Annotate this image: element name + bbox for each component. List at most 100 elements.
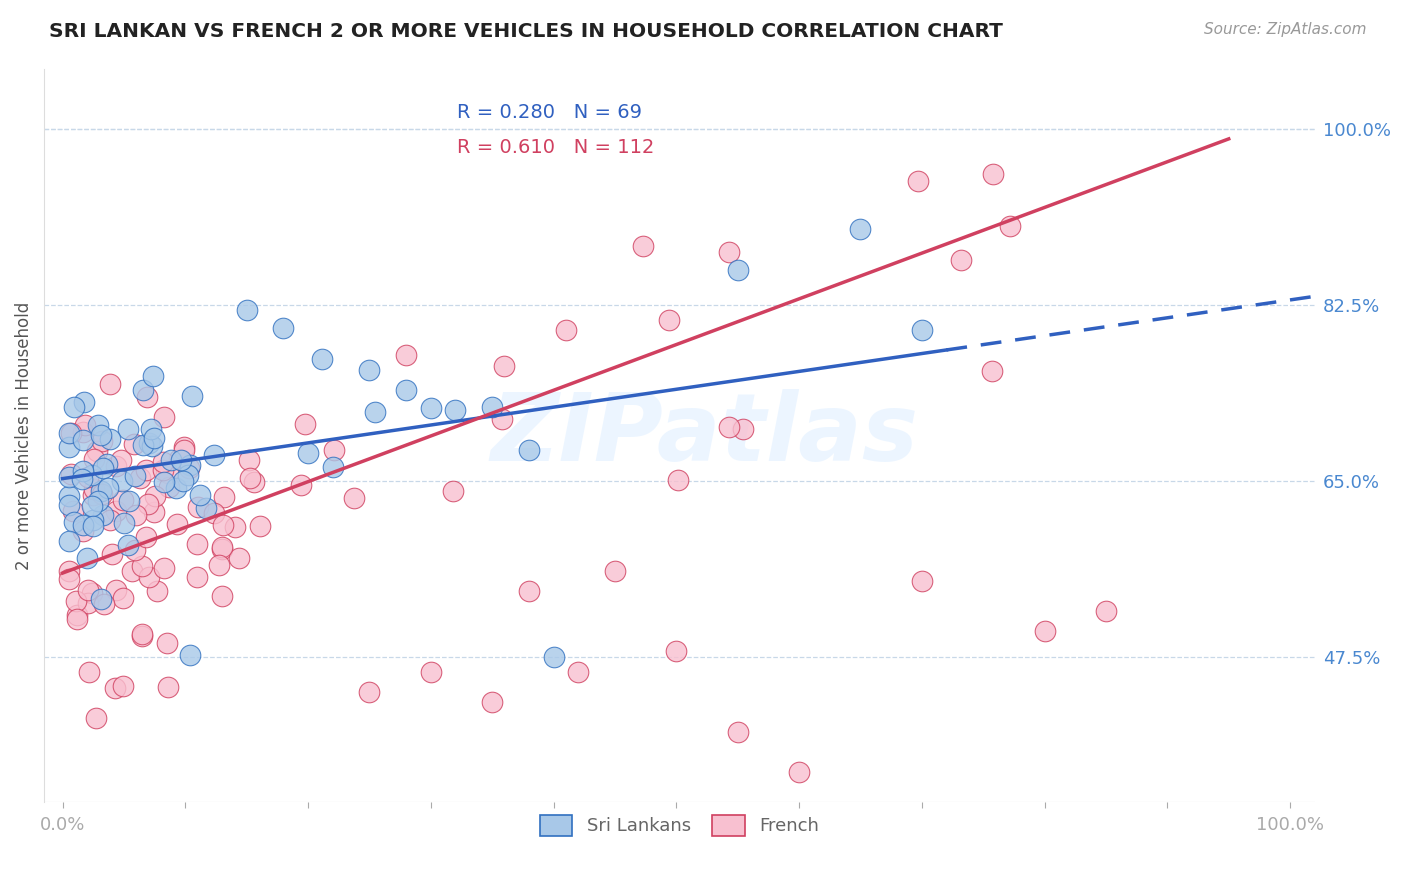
Y-axis label: 2 or more Vehicles in Household: 2 or more Vehicles in Household	[15, 301, 32, 569]
Point	[73, 394, 96, 409]
Point	[208, 558, 231, 572]
Point	[58, 572, 80, 586]
Point	[142, 369, 165, 384]
Point	[322, 460, 344, 475]
Point	[110, 453, 132, 467]
Point	[91, 460, 114, 475]
Point	[136, 390, 159, 404]
Point	[419, 665, 441, 679]
Text: SRI LANKAN VS FRENCH 2 OR MORE VEHICLES IN HOUSEHOLD CORRELATION CHART: SRI LANKAN VS FRENCH 2 OR MORE VEHICLES …	[49, 22, 1002, 41]
Point	[105, 504, 128, 518]
Point	[104, 582, 127, 597]
Point	[224, 519, 246, 533]
Point	[567, 665, 589, 679]
Point	[156, 467, 179, 481]
Point	[131, 629, 153, 643]
Point	[187, 500, 209, 515]
Point	[238, 453, 260, 467]
Point	[297, 446, 319, 460]
Point	[543, 649, 565, 664]
Point	[83, 451, 105, 466]
Text: R = 0.610   N = 112: R = 0.610 N = 112	[457, 137, 654, 156]
Point	[139, 422, 162, 436]
Point	[93, 597, 115, 611]
Point	[87, 417, 110, 432]
Point	[188, 488, 211, 502]
Point	[82, 513, 104, 527]
Point	[141, 439, 163, 453]
Point	[273, 321, 295, 335]
Point	[911, 323, 934, 337]
Point	[311, 351, 333, 366]
Point	[603, 564, 626, 578]
Point	[849, 222, 872, 236]
Point	[59, 467, 82, 482]
Point	[173, 441, 195, 455]
Point	[132, 438, 155, 452]
Point	[658, 312, 681, 326]
Point	[72, 524, 94, 538]
Point	[98, 513, 121, 527]
Point	[73, 417, 96, 432]
Point	[82, 488, 104, 502]
Point	[157, 680, 180, 694]
Point	[105, 458, 128, 473]
Point	[152, 561, 174, 575]
Point	[554, 323, 576, 337]
Point	[98, 376, 121, 391]
Point	[419, 401, 441, 416]
Point	[364, 405, 387, 419]
Point	[76, 582, 98, 597]
Point	[167, 452, 190, 467]
Point	[58, 498, 80, 512]
Text: Source: ZipAtlas.com: Source: ZipAtlas.com	[1204, 22, 1367, 37]
Point	[98, 432, 121, 446]
Point	[72, 464, 94, 478]
Point	[58, 440, 80, 454]
Point	[491, 412, 513, 426]
Point	[186, 569, 208, 583]
Point	[153, 409, 176, 424]
Point	[322, 442, 344, 457]
Point	[717, 420, 740, 434]
Point	[111, 474, 134, 488]
Point	[132, 383, 155, 397]
Point	[58, 469, 80, 483]
Point	[294, 417, 316, 431]
Point	[101, 547, 124, 561]
Text: R = 0.280   N = 69: R = 0.280 N = 69	[457, 103, 643, 122]
Point	[631, 238, 654, 252]
Point	[481, 401, 503, 415]
Point	[124, 437, 146, 451]
Point	[1000, 219, 1022, 233]
Point	[80, 586, 103, 600]
Point	[65, 593, 87, 607]
Point	[907, 174, 929, 188]
Point	[58, 426, 80, 441]
Point	[125, 508, 148, 522]
Point	[143, 505, 166, 519]
Text: ZIPatlas: ZIPatlas	[491, 390, 920, 482]
Point	[444, 403, 467, 417]
Point	[170, 452, 193, 467]
Point	[66, 612, 89, 626]
Point	[131, 626, 153, 640]
Point	[152, 463, 174, 477]
Point	[211, 590, 233, 604]
Point	[89, 428, 111, 442]
Point	[981, 167, 1004, 181]
Point	[718, 244, 741, 259]
Point	[83, 483, 105, 497]
Point	[63, 400, 86, 414]
Point	[517, 443, 540, 458]
Point	[179, 458, 201, 472]
Point	[124, 542, 146, 557]
Point	[179, 460, 201, 475]
Point	[80, 468, 103, 483]
Point	[980, 364, 1002, 378]
Point	[155, 635, 177, 649]
Point	[90, 483, 112, 498]
Point	[359, 684, 381, 698]
Point	[136, 497, 159, 511]
Point	[242, 475, 264, 490]
